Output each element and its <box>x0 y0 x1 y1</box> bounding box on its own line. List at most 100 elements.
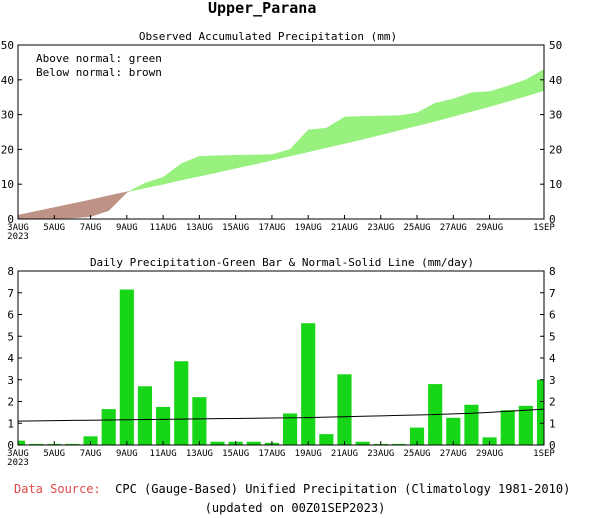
below-normal-area <box>126 191 130 193</box>
daily-precip-bar <box>500 410 515 445</box>
top-ytick-label: 50 <box>1 39 14 52</box>
bottom-xtick-label: 9AUG <box>116 449 138 459</box>
bottom-ytick-label-right: 7 <box>549 287 556 300</box>
bottom-xtick-label: 19AUG <box>295 449 322 459</box>
bottom-xtick-label: 17AUG <box>258 449 285 459</box>
daily-precip-bar <box>65 443 80 445</box>
bottom-ytick-label: 3 <box>7 374 14 387</box>
daily-precip-bar <box>391 443 406 445</box>
bottom-xtick-label: 1SEP <box>533 449 555 459</box>
bottom-ytick-label: 5 <box>7 330 14 343</box>
above-normal-area <box>489 85 508 107</box>
bottom-xtick-label: 29AUG <box>476 449 503 459</box>
top-xtick-label: 21AUG <box>331 223 358 233</box>
below-normal-area <box>35 207 55 219</box>
above-normal-area <box>344 116 363 144</box>
bottom-ytick-label: 2 <box>7 396 14 409</box>
top-ytick-label-right: 0 <box>549 213 556 226</box>
daily-precip-bar <box>282 413 298 445</box>
legend-below: Below normal: brown <box>36 66 162 79</box>
bottom-xtick-label: 25AUG <box>403 449 430 459</box>
top-xtick-label: 5AUG <box>43 223 65 233</box>
daily-precip-bar <box>518 405 533 445</box>
top-chart-title: Observed Accumulated Precipitation (mm) <box>139 30 397 43</box>
bottom-xtick-label: 2023 <box>7 458 29 468</box>
above-normal-area <box>416 102 436 127</box>
daily-precip-bar <box>174 361 189 445</box>
top-xtick-label: 9AUG <box>116 223 138 233</box>
top-ytick-label-right: 10 <box>549 178 562 191</box>
daily-precip-bar <box>446 417 461 445</box>
daily-precip-bar <box>101 409 116 445</box>
top-ytick-label: 20 <box>1 143 14 156</box>
bottom-xtick-label: 3AUG <box>7 449 29 459</box>
daily-precip-bar <box>409 427 425 445</box>
above-normal-area <box>307 127 327 153</box>
bottom-xtick-label: 21AUG <box>331 449 358 459</box>
daily-precip-bar <box>18 440 26 445</box>
top-ytick-label-right: 20 <box>549 143 562 156</box>
bottom-xtick-label: 5AUG <box>43 449 65 459</box>
daily-precip-bar <box>246 441 261 445</box>
updated-line: (updated on 00Z01SEP2023) <box>204 501 386 515</box>
top-ytick-label: 10 <box>1 178 14 191</box>
top-xtick-label: 25AUG <box>403 223 430 233</box>
bottom-ytick-label-right: 4 <box>549 352 556 365</box>
daily-precip-bar <box>119 289 134 445</box>
bottom-xtick-label: 27AUG <box>440 449 467 459</box>
daily-precip-bar <box>29 443 44 445</box>
bottom-ytick-label-right: 8 <box>549 265 556 278</box>
top-xtick-label: 2023 <box>7 232 29 242</box>
above-normal-area <box>199 155 218 177</box>
daily-precip-bar <box>137 386 153 445</box>
top-ytick-label: 0 <box>7 213 14 226</box>
normal-line <box>17 408 545 422</box>
daily-precip-bar <box>355 441 370 445</box>
top-ytick-label-right: 50 <box>549 39 562 52</box>
above-normal-area <box>525 68 545 97</box>
daily-precip-bar <box>464 404 479 445</box>
above-normal-area <box>326 116 345 148</box>
daily-precip-bar <box>210 441 225 445</box>
bottom-ytick-label-right: 1 <box>549 417 556 430</box>
bottom-ytick-label: 4 <box>7 352 14 365</box>
below-normal-area <box>54 203 73 219</box>
bottom-ytick-label: 7 <box>7 287 14 300</box>
above-normal-area <box>398 112 418 131</box>
bottom-ytick-label-right: 0 <box>549 439 556 452</box>
top-xtick-label: 1SEP <box>533 223 555 233</box>
bottom-xtick-label: 23AUG <box>367 449 394 459</box>
bottom-ytick-label: 6 <box>7 309 14 322</box>
above-normal-area <box>180 155 200 181</box>
daily-precip-bar <box>301 323 316 445</box>
top-xtick-label: 11AUG <box>150 223 177 233</box>
above-normal-area <box>253 154 273 165</box>
above-normal-area <box>144 176 164 189</box>
above-normal-area <box>217 155 236 173</box>
bottom-xtick-label: 15AUG <box>222 449 249 459</box>
chart-area: Observed Accumulated Precipitation (mm) … <box>1 30 563 468</box>
top-xtick-label: 3AUG <box>7 223 29 233</box>
top-xtick-label: 15AUG <box>222 223 249 233</box>
bottom-ytick-label-right: 2 <box>549 396 556 409</box>
top-xtick-label: 29AUG <box>476 223 503 233</box>
above-normal-area <box>434 98 454 122</box>
top-xtick-label: 27AUG <box>440 223 467 233</box>
top-ytick-label-right: 30 <box>549 109 562 122</box>
legend-above: Above normal: green <box>36 52 162 65</box>
top-chart-plot <box>17 68 545 219</box>
daily-precip-bar <box>192 397 207 445</box>
above-normal-area <box>453 92 472 117</box>
bottom-ytick-label-right: 3 <box>549 374 556 387</box>
top-xtick-label: 17AUG <box>258 223 285 233</box>
daily-precip-bar <box>337 374 352 445</box>
above-normal-area <box>235 154 255 169</box>
region-title: Upper_Parana <box>208 0 317 17</box>
bottom-chart-title: Daily Precipitation-Green Bar & Normal-S… <box>90 256 474 269</box>
top-xtick-label: 19AUG <box>295 223 322 233</box>
below-normal-area <box>90 195 109 217</box>
bottom-ytick-label-right: 5 <box>549 330 556 343</box>
top-xtick-label: 23AUG <box>367 223 394 233</box>
